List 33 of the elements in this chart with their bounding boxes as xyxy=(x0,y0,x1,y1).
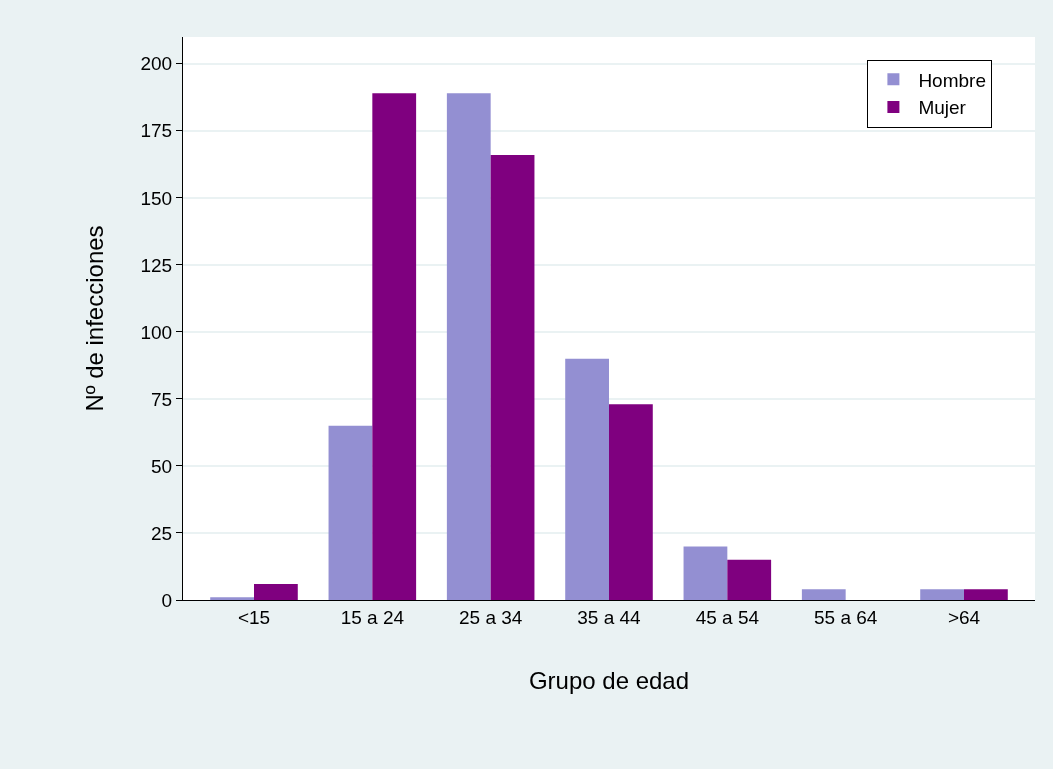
y-tick-label: 75 xyxy=(151,388,173,410)
y-tick-label: 0 xyxy=(161,589,173,611)
bar xyxy=(727,559,772,600)
bar xyxy=(446,93,491,600)
bar xyxy=(490,154,535,600)
y-tick-label: 100 xyxy=(140,321,173,343)
y-axis-title: Nº de infecciones xyxy=(80,225,108,412)
bar xyxy=(609,404,653,600)
bar xyxy=(801,589,846,600)
bar xyxy=(565,358,609,600)
bar xyxy=(372,93,417,600)
bar xyxy=(683,546,728,600)
bar xyxy=(920,589,964,600)
legend-label: Hombre xyxy=(918,69,986,91)
x-axis-title: Grupo de edad xyxy=(528,667,690,695)
bar xyxy=(210,597,254,600)
bar xyxy=(254,583,298,600)
y-tick-label: 125 xyxy=(140,254,173,276)
y-tick-label: 150 xyxy=(140,187,173,209)
x-tick-label: 45 a 54 xyxy=(695,606,760,628)
x-tick-label: 15 a 24 xyxy=(340,606,405,628)
x-tick-label: 25 a 34 xyxy=(458,606,523,628)
x-tick-label: 35 a 44 xyxy=(577,606,642,628)
y-tick-label: 50 xyxy=(151,455,173,477)
x-tick-label: >64 xyxy=(947,606,981,628)
y-tick-label: 200 xyxy=(140,53,173,75)
bar xyxy=(328,425,373,600)
bar xyxy=(964,589,1008,600)
y-tick-label: 175 xyxy=(140,120,173,142)
y-tick-label: 25 xyxy=(151,522,173,544)
x-tick-label: 55 a 64 xyxy=(813,606,878,628)
legend-label: Mujer xyxy=(918,97,967,119)
x-tick-label: <15 xyxy=(237,606,271,628)
